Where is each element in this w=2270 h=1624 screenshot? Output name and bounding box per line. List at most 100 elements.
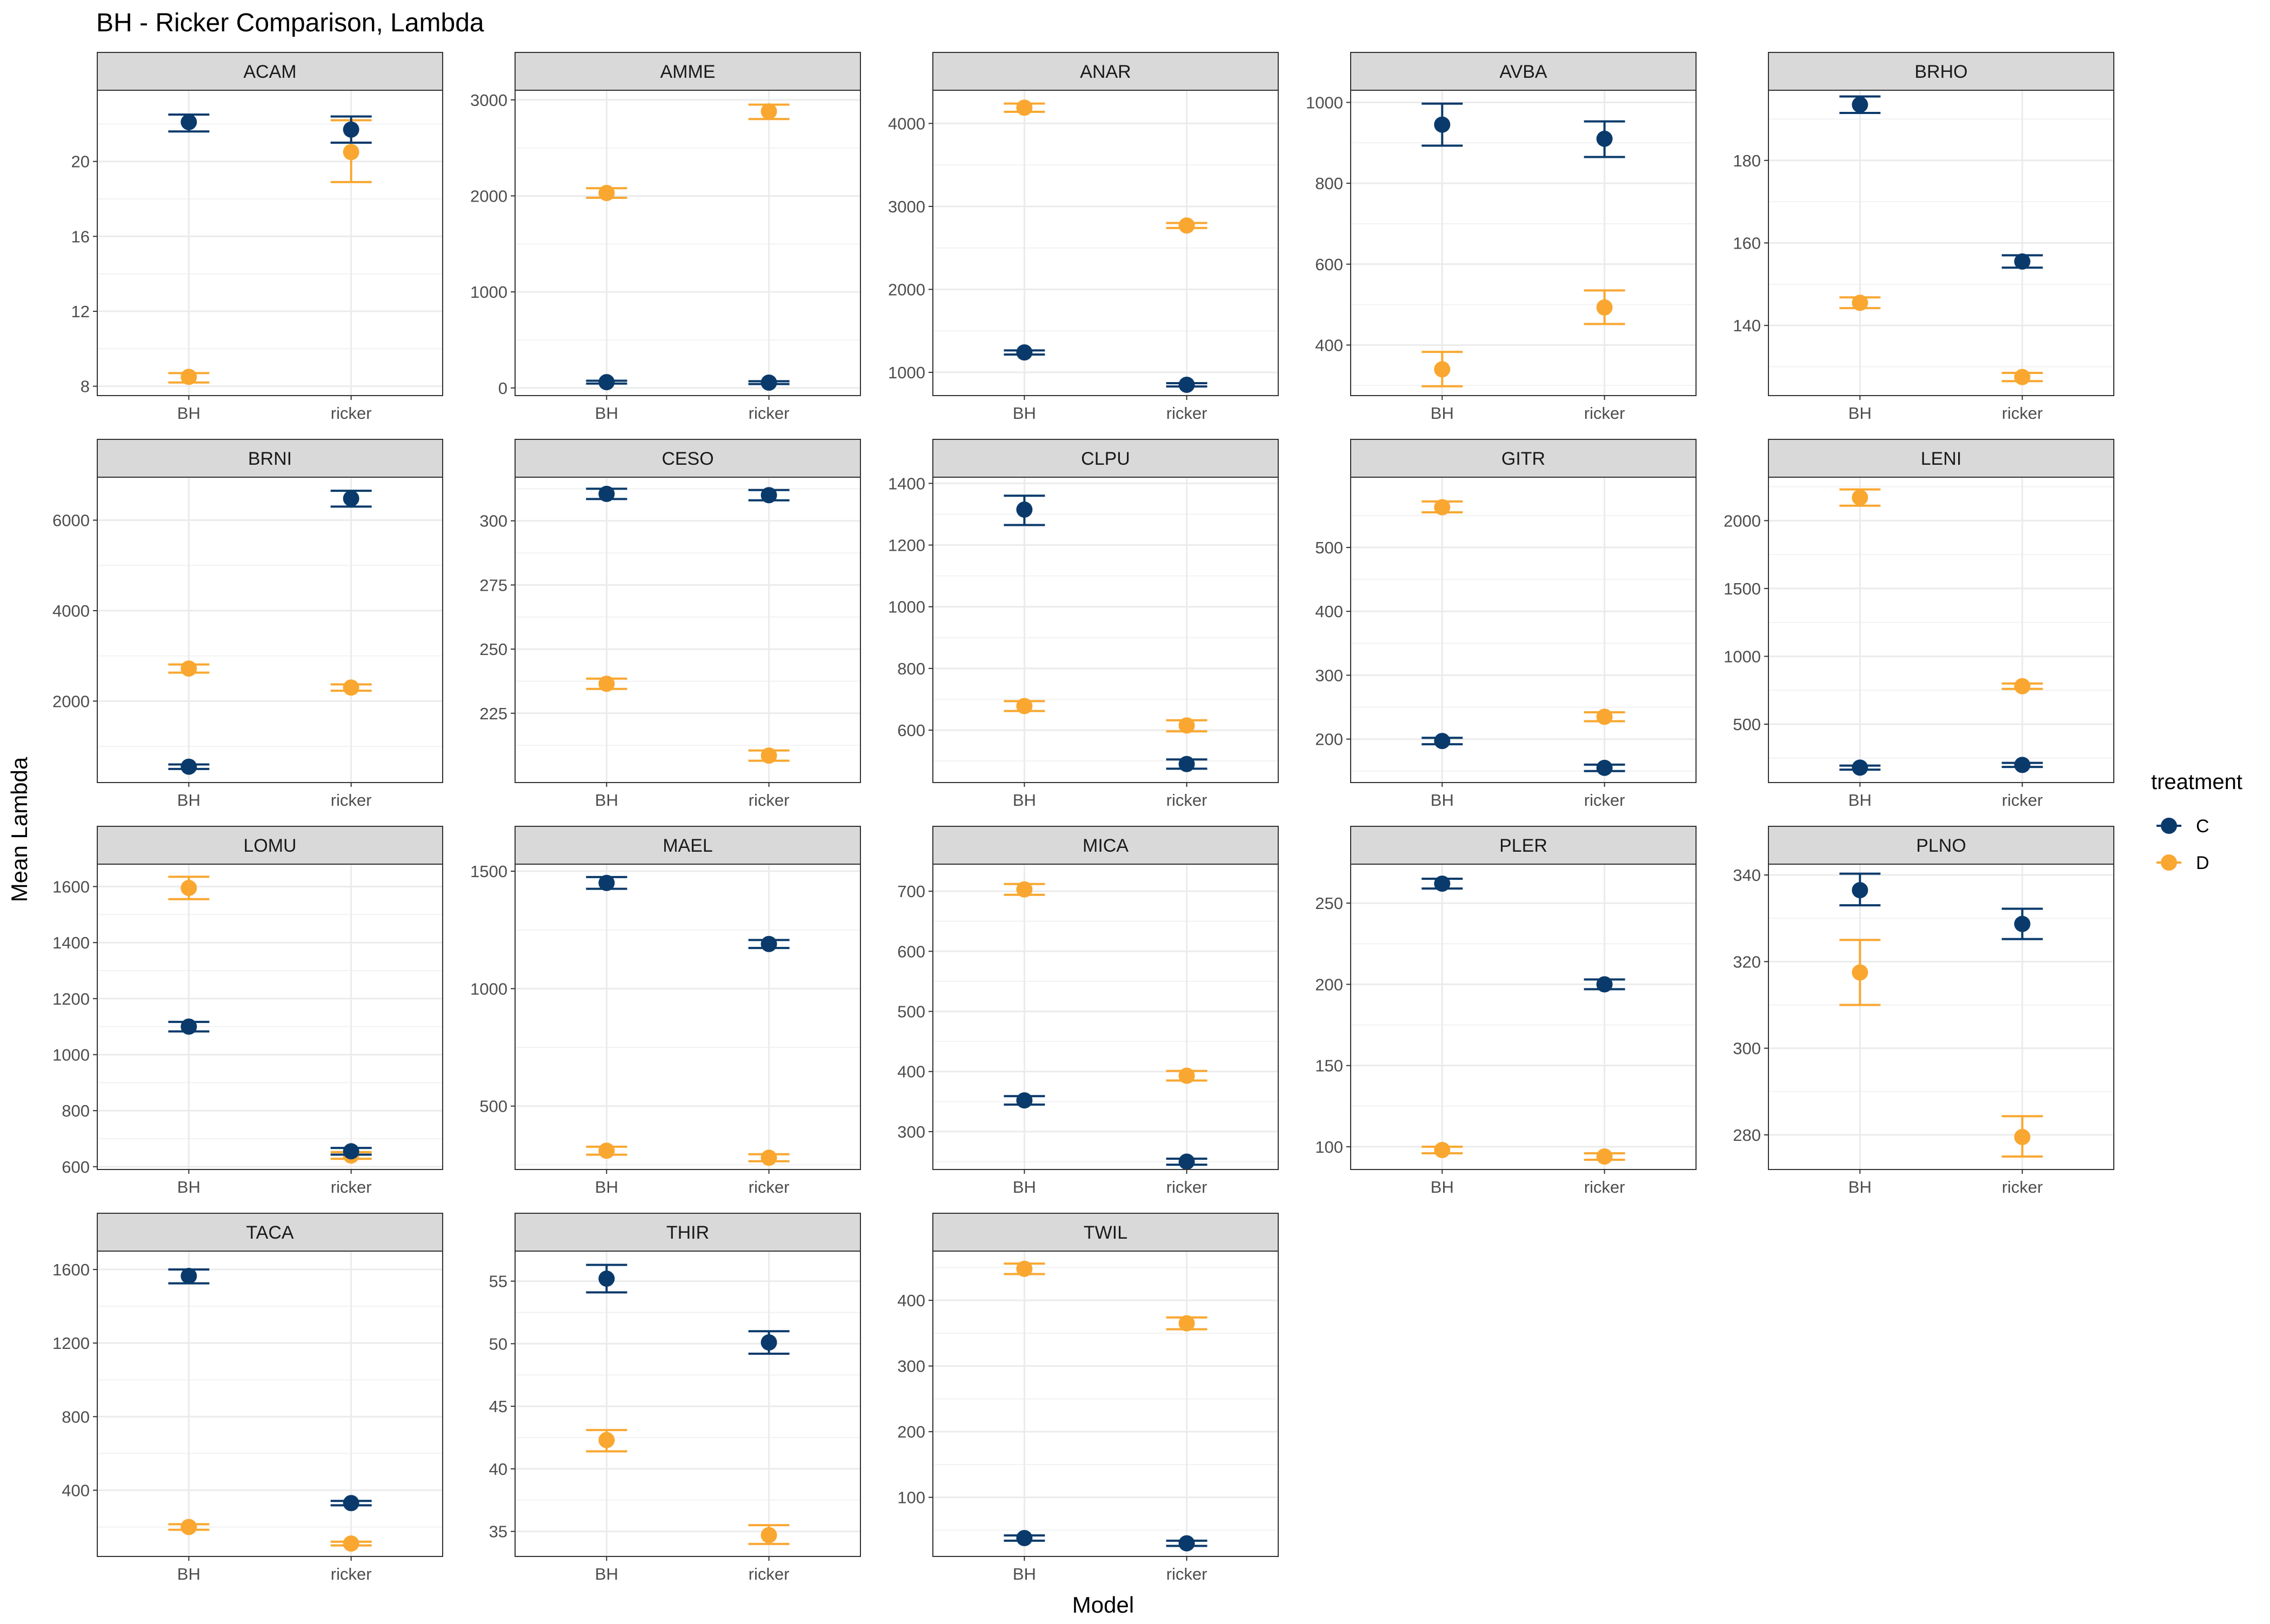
- y-tick-label: 6000: [52, 511, 90, 530]
- panel-border-amme: [515, 90, 861, 396]
- strip-label-ceso: CESO: [662, 449, 713, 469]
- point-twil-bh-c: [1016, 1529, 1033, 1546]
- y-tick-label: 1000: [888, 363, 925, 382]
- panel-bg-avba: [1351, 90, 1696, 396]
- panel-border-plno: [1768, 864, 2114, 1170]
- strip-pler: [1350, 826, 1697, 865]
- strip-gitr: [1350, 439, 1697, 478]
- strip-ceso: [515, 439, 861, 478]
- x-tick-label: ricker: [749, 791, 790, 810]
- x-tick-label: ricker: [749, 404, 790, 423]
- panel-border-anar: [932, 90, 1279, 396]
- x-tick-label: ricker: [749, 1565, 790, 1583]
- panel-avba: AVBA 400 600 800 1000 BH ricker: [1306, 52, 1697, 423]
- point-thir-ricker-c: [760, 1334, 777, 1351]
- x-tick-label: BH: [1013, 404, 1036, 423]
- panel-mael: MAEL 500 1000 1500 BH ricker: [470, 826, 861, 1197]
- point-leni-ricker-c: [2014, 757, 2031, 773]
- y-tick-label: 1000: [470, 283, 508, 302]
- x-tick-label: ricker: [1166, 404, 1207, 423]
- panel-border-brho: [1768, 90, 2114, 396]
- x-tick-label: BH: [1431, 404, 1454, 423]
- y-tick-label: 1000: [1724, 647, 1761, 666]
- y-tick-label: 4000: [888, 114, 925, 133]
- panel-brho: BRHO 140 160 180 BH ricker: [1733, 52, 2114, 423]
- point-acam-bh-d: [181, 369, 197, 385]
- panel-bg-mica: [933, 864, 1278, 1169]
- point-amme-ricker-c: [760, 375, 777, 391]
- y-tick-label: 0: [498, 379, 508, 398]
- strip-lomu: [97, 826, 443, 865]
- facet-panels: ACAM 8 12 16 20 BH ricker AMME 0 1000 2000 3000 BH ri…: [52, 52, 2114, 1583]
- strip-label-brho: BRHO: [1914, 62, 1967, 82]
- y-tick-label: 600: [897, 942, 925, 961]
- panel-border-taca: [97, 1251, 443, 1557]
- y-tick-label: 180: [1733, 151, 1761, 170]
- y-tick-label: 300: [897, 1122, 925, 1141]
- panel-plno: PLNO 280 300 320 340 BH ricker: [1733, 826, 2114, 1197]
- panel-bg-anar: [933, 90, 1278, 396]
- panel-anar: ANAR 1000 2000 3000 4000 BH ricker: [888, 52, 1279, 423]
- x-tick-label: BH: [595, 1565, 618, 1583]
- point-twil-ricker-c: [1178, 1535, 1195, 1552]
- y-tick-label: 2000: [1724, 511, 1761, 530]
- panel-mica: MICA 300 400 500 600 700 BH ricker: [897, 826, 1279, 1197]
- strip-label-avba: AVBA: [1499, 62, 1547, 82]
- y-tick-label: 400: [1315, 336, 1343, 355]
- y-tick-label: 100: [897, 1488, 925, 1507]
- y-tick-label: 50: [489, 1334, 508, 1353]
- point-taca-bh-c: [181, 1267, 197, 1284]
- y-tick-label: 1500: [470, 862, 508, 881]
- strip-plno: [1768, 826, 2114, 865]
- strip-label-gitr: GITR: [1501, 449, 1545, 469]
- legend-key-c-point: [2161, 818, 2177, 834]
- point-thir-bh-c: [598, 1270, 615, 1287]
- panel-border-lomu: [97, 864, 443, 1170]
- x-tick-label: ricker: [331, 1565, 372, 1583]
- strip-label-leni: LENI: [1921, 449, 1962, 469]
- y-tick-label: 225: [479, 704, 508, 723]
- legend-key-d-point: [2161, 854, 2177, 871]
- panel-bg-lomu: [97, 864, 443, 1169]
- y-tick-label: 1200: [52, 990, 90, 1008]
- y-tick-label: 300: [897, 1357, 925, 1376]
- point-leni-bh-c: [1852, 759, 1868, 776]
- point-gitr-bh-d: [1434, 499, 1451, 516]
- panel-taca: TACA 400 800 1200 1600 BH ricker: [52, 1213, 443, 1583]
- x-tick-label: BH: [595, 791, 618, 810]
- legend-label-d: D: [2196, 853, 2209, 873]
- point-mael-ricker-d: [760, 1150, 777, 1166]
- x-tick-label: BH: [595, 1178, 618, 1197]
- y-tick-label: 800: [62, 1101, 90, 1120]
- strip-taca: [97, 1213, 443, 1252]
- y-tick-label: 1000: [888, 598, 925, 617]
- x-tick-label: ricker: [331, 791, 372, 810]
- point-thir-ricker-d: [760, 1527, 777, 1543]
- point-amme-bh-d: [598, 185, 615, 202]
- point-brni-ricker-d: [343, 679, 359, 696]
- y-tick-label: 800: [62, 1407, 90, 1426]
- y-tick-label: 55: [489, 1272, 508, 1291]
- y-tick-label: 1200: [888, 536, 925, 555]
- x-tick-label: BH: [1013, 1565, 1036, 1583]
- x-tick-label: BH: [177, 791, 201, 810]
- x-tick-label: ricker: [2002, 1178, 2043, 1197]
- y-tick-label: 45: [489, 1397, 508, 1416]
- point-brni-bh-c: [181, 758, 197, 775]
- point-pler-ricker-d: [1596, 1148, 1613, 1165]
- x-tick-label: ricker: [2002, 404, 2043, 423]
- chart-title: BH - Ricker Comparison, Lambda: [96, 9, 484, 37]
- panel-lomu: LOMU 600 800 1000 1200 1400 1600 BH ricker: [52, 826, 443, 1197]
- point-plno-ricker-d: [2014, 1128, 2031, 1145]
- panel-brni: BRNI 2000 4000 6000 BH ricker: [52, 439, 443, 810]
- y-tick-label: 275: [479, 576, 508, 594]
- x-tick-label: BH: [1013, 791, 1036, 810]
- point-avba-bh-c: [1434, 116, 1451, 133]
- y-tick-label: 8: [81, 377, 90, 396]
- x-tick-label: ricker: [1584, 404, 1625, 423]
- point-clpu-ricker-d: [1178, 717, 1195, 734]
- y-tick-label: 300: [479, 512, 508, 531]
- point-ceso-bh-c: [598, 485, 615, 502]
- y-tick-label: 320: [1733, 952, 1761, 971]
